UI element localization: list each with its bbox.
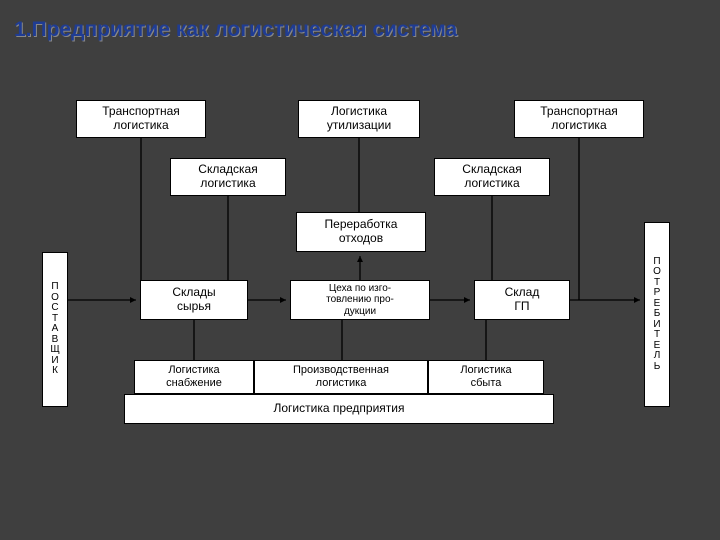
node-store_log_l: Складскаялогистика <box>170 158 286 196</box>
node-consumer: ПОТРЕБИТЕЛЬ <box>644 222 670 407</box>
node-trans_log_r: Транспортнаялогистика <box>514 100 644 138</box>
slide-title: 1.Предприятие как логистическая система <box>14 18 457 42</box>
node-log_prod: Производственнаялогистика <box>254 360 428 394</box>
diagram-canvas: ПОСТАВЩИК ПОТРЕБИТЕЛЬ Транспортнаялогистик… <box>42 82 672 482</box>
node-trans_log_l: Транспортнаялогистика <box>76 100 206 138</box>
slide: 1.Предприятие как логистическая система … <box>0 0 720 540</box>
node-log_sales: Логистикасбыта <box>428 360 544 394</box>
node-store_log_r: Складскаялогистика <box>434 158 550 196</box>
node-log_enterprise: Логистика предприятия <box>124 394 554 424</box>
node-gp_store: СкладГП <box>474 280 570 320</box>
node-workshop: Цеха по изго-товлению про-дукции <box>290 280 430 320</box>
node-util_log: Логистикаутилизации <box>298 100 420 138</box>
node-supplier: ПОСТАВЩИК <box>42 252 68 407</box>
node-log_supply: Логистикаснабжение <box>134 360 254 394</box>
node-raw_store: Складысырья <box>140 280 248 320</box>
node-processing: Переработкаотходов <box>296 212 426 252</box>
